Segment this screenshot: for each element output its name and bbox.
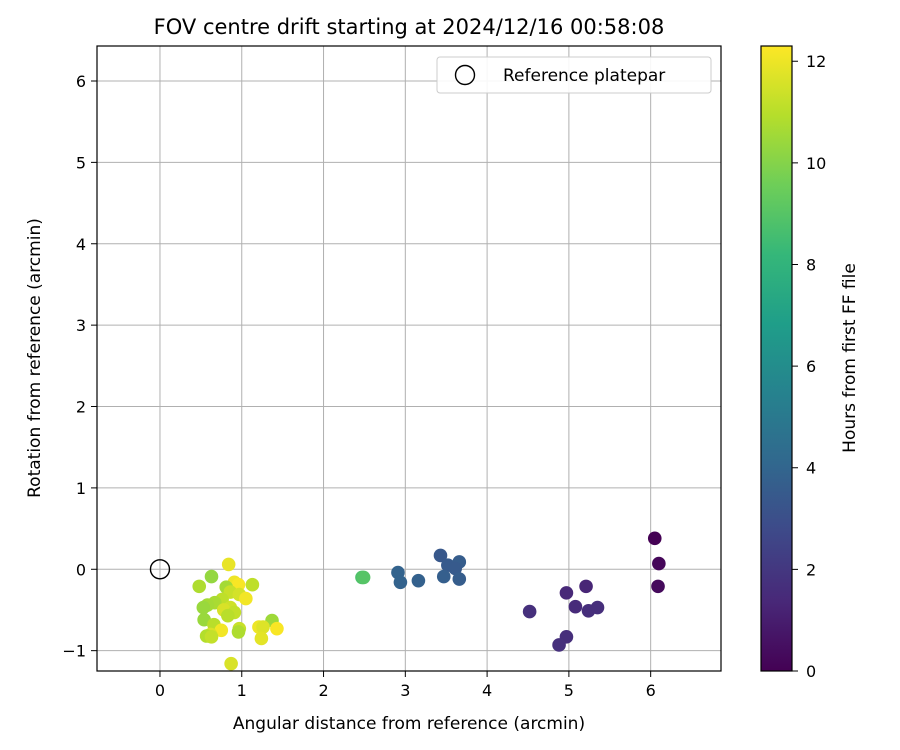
plot-frame bbox=[96, 45, 722, 672]
data-point bbox=[239, 591, 253, 606]
data-point bbox=[270, 621, 284, 636]
plot-area bbox=[97, 46, 721, 671]
y-tick-label: 3 bbox=[76, 316, 86, 335]
data-point bbox=[579, 579, 593, 594]
data-point bbox=[448, 561, 463, 576]
legend-marker bbox=[454, 64, 476, 86]
data-point bbox=[393, 575, 408, 590]
colorbar-ticks: 0 2 4 6 8 10 12 bbox=[792, 52, 826, 681]
data-point bbox=[204, 569, 219, 584]
data-point bbox=[647, 531, 662, 546]
y-tick-label: 0 bbox=[76, 560, 86, 579]
x-tick-label: 4 bbox=[482, 681, 492, 700]
legend-box bbox=[436, 56, 712, 94]
reference-platepar-marker bbox=[149, 559, 171, 580]
data-point bbox=[204, 630, 219, 644]
colorbar-label: Hours from first FF file bbox=[840, 263, 860, 453]
x-tick-label: 2 bbox=[318, 681, 328, 700]
data-point bbox=[256, 620, 270, 634]
data-point bbox=[651, 579, 665, 594]
x-axis-ticks: 0 1 2 3 4 5 6 bbox=[155, 671, 656, 700]
grid-lines bbox=[97, 46, 721, 671]
y-tick-label: 5 bbox=[76, 153, 86, 172]
scatter-points bbox=[192, 531, 666, 671]
x-tick-label: 1 bbox=[237, 681, 247, 700]
data-point bbox=[552, 638, 566, 652]
data-point bbox=[231, 625, 246, 639]
data-point bbox=[224, 656, 238, 671]
data-point bbox=[221, 557, 236, 572]
colorbar-tick-label: 12 bbox=[806, 52, 826, 71]
data-point bbox=[245, 577, 260, 592]
data-point bbox=[652, 556, 666, 571]
x-tick-label: 3 bbox=[400, 681, 410, 700]
x-tick-label: 5 bbox=[564, 681, 574, 700]
data-point bbox=[356, 570, 371, 585]
chart-title: FOV centre drift starting at 2024/12/16 … bbox=[154, 15, 665, 39]
data-point bbox=[522, 604, 537, 619]
data-point bbox=[411, 573, 426, 588]
data-point bbox=[452, 572, 467, 586]
y-tick-label: 2 bbox=[76, 398, 86, 417]
y-axis-label: Rotation from reference (arcmin) bbox=[25, 218, 45, 498]
colorbar-tick-label: 10 bbox=[806, 154, 826, 173]
y-tick-label: 6 bbox=[76, 72, 86, 91]
y-tick-label: 1 bbox=[76, 479, 86, 498]
data-point bbox=[254, 631, 269, 646]
colorbar-tick-label: 4 bbox=[806, 459, 816, 478]
colorbar bbox=[761, 46, 792, 671]
legend-label: Reference platepar bbox=[503, 66, 665, 86]
data-point bbox=[221, 608, 235, 623]
y-tick-label: 4 bbox=[76, 235, 86, 254]
colorbar-tick-label: 2 bbox=[806, 560, 816, 579]
data-point bbox=[192, 579, 207, 594]
data-point bbox=[590, 600, 605, 615]
legend: Reference platepar bbox=[436, 56, 712, 94]
y-tick-label: −1 bbox=[62, 642, 86, 661]
data-point bbox=[433, 548, 448, 563]
colorbar-frame bbox=[760, 45, 793, 672]
colorbar-tick-label: 0 bbox=[806, 662, 816, 681]
colorbar-tick-label: 6 bbox=[806, 357, 816, 376]
data-point bbox=[568, 599, 583, 614]
data-point bbox=[214, 623, 229, 638]
data-point bbox=[559, 586, 574, 600]
colorbar-tick-label: 8 bbox=[806, 255, 816, 274]
x-tick-label: 0 bbox=[155, 681, 165, 700]
y-axis-ticks: −1 0 1 2 3 4 5 6 bbox=[62, 72, 97, 661]
data-point bbox=[196, 600, 211, 615]
x-axis-label: Angular distance from reference (arcmin) bbox=[233, 714, 585, 734]
x-tick-label: 6 bbox=[646, 681, 656, 700]
data-point bbox=[436, 569, 451, 584]
